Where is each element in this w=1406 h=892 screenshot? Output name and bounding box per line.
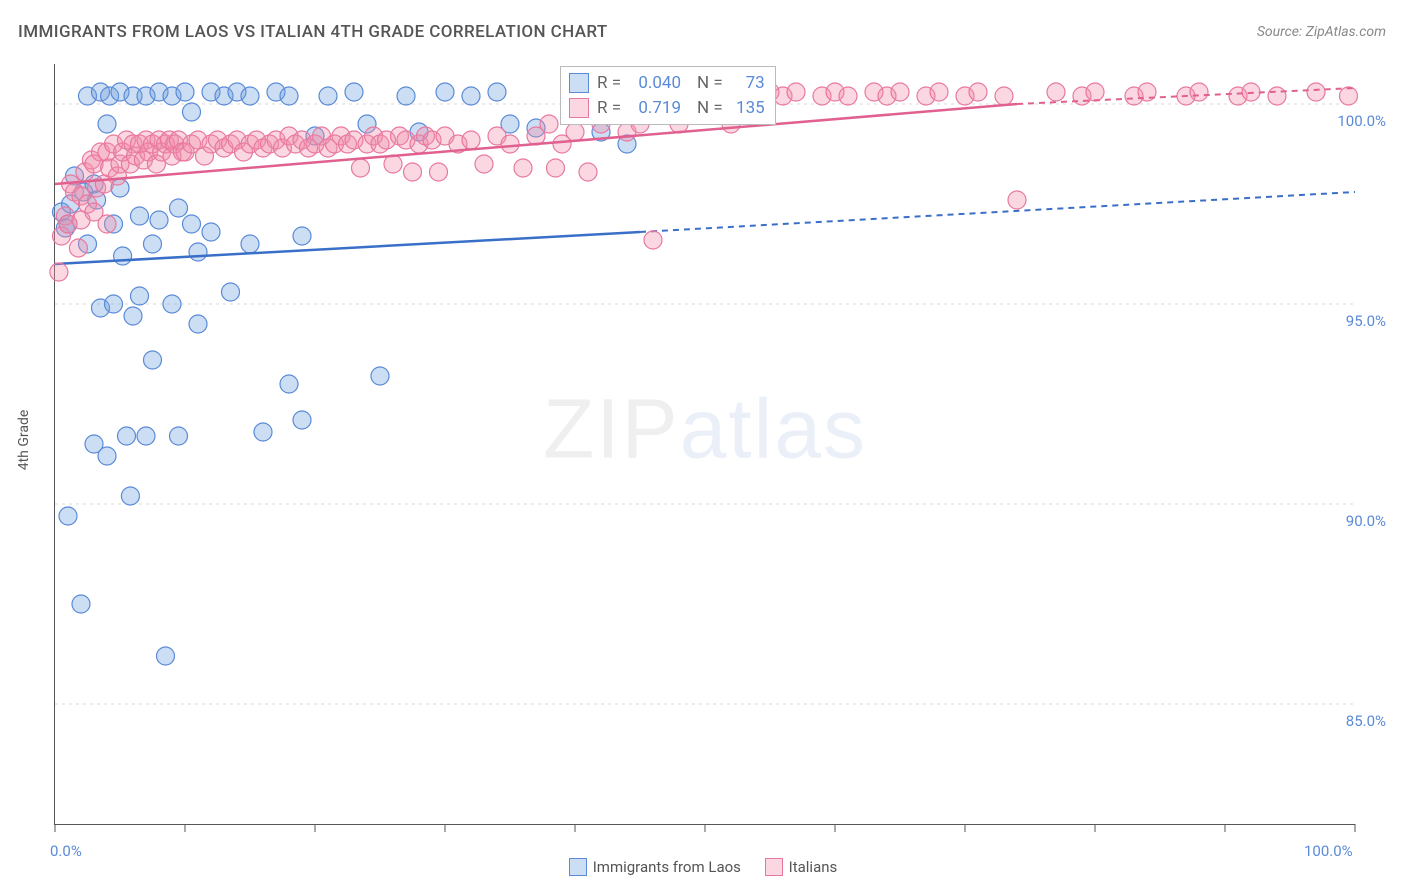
stat-legend-row-laos: R = 0.040 N = 73 bbox=[569, 71, 765, 96]
laos-r-value: 0.040 bbox=[629, 71, 681, 96]
n-label: N = bbox=[697, 96, 723, 121]
scatter-svg bbox=[55, 64, 1355, 824]
italians-n-value: 135 bbox=[731, 96, 765, 121]
italians-swatch-icon bbox=[569, 98, 589, 118]
stat-legend-box: R = 0.040 N = 73 R = 0.719 N = 135 bbox=[560, 66, 776, 125]
r-label: R = bbox=[597, 71, 621, 96]
y-tick-label: 90.0% bbox=[1346, 512, 1386, 530]
source-label: Source: ZipAtlas.com bbox=[1257, 24, 1386, 40]
laos-n-value: 73 bbox=[731, 71, 765, 96]
legend-label-laos: Immigrants from Laos bbox=[593, 858, 741, 876]
stat-legend-row-italians: R = 0.719 N = 135 bbox=[569, 96, 765, 121]
y-tick-label: 100.0% bbox=[1337, 112, 1386, 130]
italians-r-value: 0.719 bbox=[629, 96, 681, 121]
bottom-legend: Immigrants from Laos Italians bbox=[0, 858, 1406, 880]
italians-swatch-icon bbox=[765, 858, 783, 876]
y-axis-label: 4th Grade bbox=[16, 410, 32, 471]
laos-swatch-icon bbox=[569, 73, 589, 93]
legend-item-laos: Immigrants from Laos bbox=[569, 858, 741, 876]
y-tick-label: 95.0% bbox=[1346, 312, 1386, 330]
chart-title: IMMIGRANTS FROM LAOS VS ITALIAN 4TH GRAD… bbox=[18, 22, 608, 42]
y-tick-label: 85.0% bbox=[1346, 712, 1386, 730]
r-label: R = bbox=[597, 96, 621, 121]
legend-label-italians: Italians bbox=[789, 858, 838, 876]
laos-swatch-icon bbox=[569, 858, 587, 876]
n-label: N = bbox=[697, 71, 723, 96]
legend-item-italians: Italians bbox=[765, 858, 838, 876]
plot-area: ZIPatlas bbox=[54, 64, 1355, 825]
